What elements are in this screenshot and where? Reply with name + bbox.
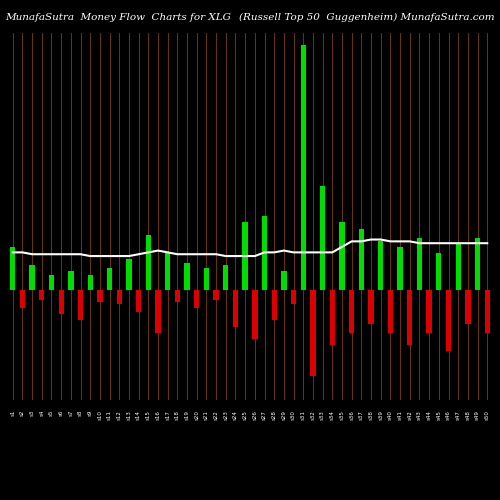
Bar	[484, 290, 490, 333]
Bar	[417, 238, 422, 290]
Bar	[30, 265, 35, 290]
Bar	[407, 290, 412, 345]
Bar	[194, 290, 200, 308]
Bar	[310, 290, 316, 376]
Bar	[68, 272, 73, 290]
Bar	[456, 243, 461, 290]
Bar	[446, 290, 451, 351]
Bar	[330, 290, 335, 345]
Bar	[49, 275, 54, 290]
Bar	[10, 247, 16, 290]
Bar	[291, 290, 296, 304]
Bar	[223, 265, 228, 290]
Bar	[252, 290, 258, 339]
Bar	[184, 263, 190, 290]
Bar	[272, 290, 277, 320]
Bar	[146, 234, 151, 290]
Bar	[174, 290, 180, 302]
Bar	[107, 268, 112, 290]
Bar	[340, 222, 344, 290]
Bar	[320, 186, 326, 290]
Bar	[214, 290, 219, 300]
Bar	[465, 290, 470, 324]
Bar	[136, 290, 141, 312]
Text: (Russell Top 50  Guggenheim) MunafaSutra.com: (Russell Top 50 Guggenheim) MunafaSutra.…	[240, 12, 495, 22]
Bar	[78, 290, 83, 320]
Text: MunafaSutra  Money Flow  Charts for XLG: MunafaSutra Money Flow Charts for XLG	[5, 12, 231, 22]
Bar	[39, 290, 44, 300]
Bar	[426, 290, 432, 333]
Bar	[97, 290, 102, 302]
Bar	[358, 228, 364, 290]
Bar	[398, 247, 403, 290]
Bar	[242, 222, 248, 290]
Bar	[156, 290, 160, 333]
Bar	[262, 216, 267, 290]
Bar	[20, 290, 25, 308]
Bar	[126, 259, 132, 290]
Bar	[388, 290, 393, 333]
Bar	[88, 275, 93, 290]
Bar	[281, 272, 286, 290]
Bar	[378, 241, 384, 290]
Bar	[116, 290, 122, 304]
Bar	[165, 253, 170, 290]
Bar	[368, 290, 374, 324]
Bar	[300, 45, 306, 290]
Bar	[436, 253, 442, 290]
Bar	[475, 238, 480, 290]
Bar	[349, 290, 354, 333]
Bar	[233, 290, 238, 327]
Bar	[58, 290, 64, 314]
Bar	[204, 268, 209, 290]
